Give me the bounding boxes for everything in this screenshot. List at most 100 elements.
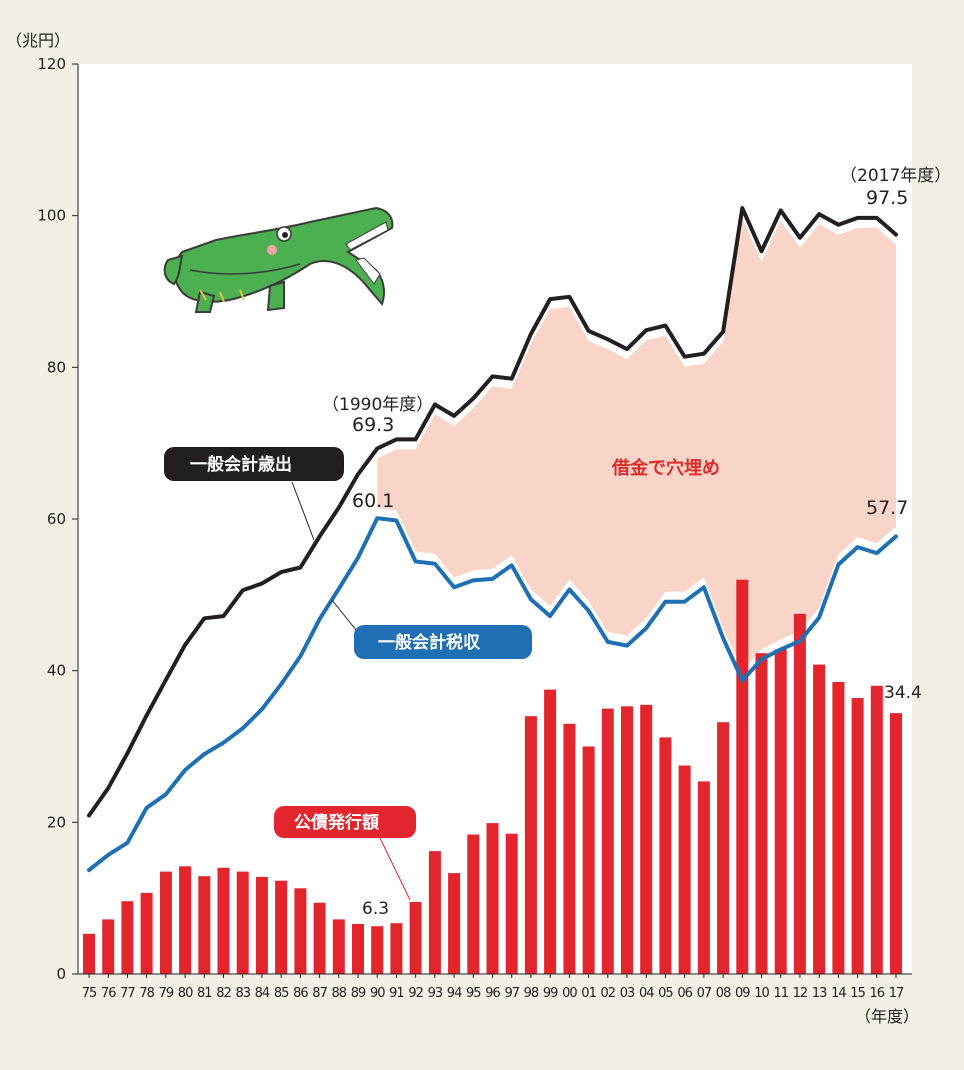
x-tick-label: 99 bbox=[543, 986, 558, 1001]
legend-bonds: 公債発行額 bbox=[274, 806, 416, 838]
x-tick-label: 92 bbox=[408, 986, 423, 1001]
bond-bar bbox=[467, 834, 480, 974]
bond-bar bbox=[621, 706, 633, 974]
x-tick-label: 11 bbox=[773, 986, 788, 1001]
annotation-2017-label: （2017年度） bbox=[840, 166, 951, 186]
x-tick-label: 75 bbox=[82, 986, 97, 1001]
bond-bar bbox=[544, 689, 557, 974]
annotation-bond-1990-value: 6.3 bbox=[362, 899, 389, 919]
y-tick-label: 100 bbox=[37, 207, 66, 225]
x-tick-label: 94 bbox=[447, 986, 462, 1001]
bond-bar bbox=[793, 613, 806, 974]
leader-tax bbox=[331, 599, 357, 631]
bond-bar bbox=[390, 923, 403, 974]
x-tick-label: 08 bbox=[716, 986, 731, 1001]
crocodile-icon bbox=[163, 206, 394, 313]
legend-expenditure: 一般会計歳出 bbox=[164, 447, 344, 481]
bond-bar bbox=[486, 823, 499, 974]
annotation-2017-value: 97.5 bbox=[866, 187, 908, 209]
x-tick-label: 98 bbox=[524, 986, 539, 1001]
bond-bar bbox=[102, 919, 115, 974]
bond-bar bbox=[140, 892, 153, 974]
bond-bar bbox=[121, 901, 134, 974]
bond-bar bbox=[774, 649, 787, 974]
x-tick-label: 00 bbox=[562, 986, 577, 1001]
bond-bar bbox=[832, 682, 845, 974]
legend-expenditure-label: 一般会計歳出 bbox=[190, 454, 292, 475]
leader-bonds bbox=[379, 837, 411, 901]
bond-bar bbox=[448, 873, 461, 974]
bond-bar bbox=[217, 867, 230, 974]
expenditure-line bbox=[87, 206, 898, 818]
leader-expenditure bbox=[291, 481, 315, 541]
x-tick-label: 93 bbox=[428, 986, 443, 1001]
x-tick-label: 15 bbox=[850, 986, 865, 1001]
y-tick-label: 0 bbox=[56, 965, 66, 983]
x-tick-label: 83 bbox=[235, 986, 250, 1001]
bond-bar bbox=[409, 902, 422, 974]
x-tick-label: 77 bbox=[120, 986, 135, 1001]
bond-bar bbox=[678, 765, 691, 974]
bond-bar bbox=[198, 876, 211, 974]
bond-bar bbox=[313, 902, 326, 974]
bond-bar bbox=[255, 876, 268, 974]
x-tick-label: 03 bbox=[620, 986, 635, 1001]
annotation-1990-value: 69.3 bbox=[352, 414, 394, 436]
legend-bonds-label: 公債発行額 bbox=[294, 812, 379, 833]
x-tick-label: 17 bbox=[889, 986, 904, 1001]
x-tick-label: 84 bbox=[255, 986, 270, 1001]
bond-bar bbox=[640, 704, 653, 974]
y-unit-label: （兆円） bbox=[6, 31, 70, 50]
x-tick-label: 01 bbox=[581, 986, 596, 1001]
x-tick-label: 14 bbox=[831, 986, 846, 1001]
lines-layer bbox=[87, 206, 898, 873]
y-tick-label: 20 bbox=[47, 813, 66, 831]
tax-line bbox=[87, 516, 898, 873]
x-tick-label: 05 bbox=[658, 986, 673, 1001]
bond-bar bbox=[332, 919, 345, 974]
x-tick-layer: 75 76 77 78 79 80 81 82 83 84 85 86 87 88 89 90 91 92 93 94… bbox=[82, 974, 905, 1001]
x-tick-label: 91 bbox=[389, 986, 404, 1001]
bond-bar bbox=[755, 653, 768, 974]
x-tick-label: 07 bbox=[697, 986, 712, 1001]
gap-fill-layer bbox=[377, 218, 896, 671]
y-tick-label: 80 bbox=[47, 358, 66, 376]
x-tick-label: 13 bbox=[812, 986, 827, 1001]
gap-label: 借金で穴埋め bbox=[611, 457, 720, 479]
gap-area bbox=[377, 218, 896, 671]
bond-bar bbox=[179, 866, 192, 974]
bars-layer bbox=[83, 579, 902, 975]
x-tick-label: 09 bbox=[735, 986, 750, 1001]
bond-bar bbox=[697, 781, 710, 974]
axis-layer: 0 20 40 60 80 100 120 bbox=[37, 55, 912, 983]
bond-bar bbox=[736, 579, 749, 974]
annotation-bond-2017-value: 34.4 bbox=[884, 683, 922, 703]
x-tick-label: 89 bbox=[351, 986, 366, 1001]
x-tick-label: 79 bbox=[159, 986, 174, 1001]
bond-bar bbox=[582, 746, 595, 974]
x-tick-label: 16 bbox=[870, 986, 885, 1001]
legend-tax-label: 一般会計税収 bbox=[378, 632, 481, 653]
bond-bar bbox=[717, 722, 730, 974]
x-tick-label: 12 bbox=[793, 986, 808, 1001]
x-tick-label: 88 bbox=[332, 986, 347, 1001]
x-tick-label: 86 bbox=[293, 986, 308, 1001]
x-tick-label: 02 bbox=[601, 986, 616, 1001]
bond-bar bbox=[601, 708, 614, 974]
annotation-1990-label: （1990年度） bbox=[322, 395, 433, 415]
x-tick-label: 06 bbox=[677, 986, 692, 1001]
bond-bar bbox=[159, 871, 172, 974]
x-tick-label: 04 bbox=[639, 986, 654, 1001]
x-tick-label: 80 bbox=[178, 986, 193, 1001]
x-tick-label: 81 bbox=[197, 986, 212, 1001]
x-tick-label: 85 bbox=[274, 986, 289, 1001]
x-tick-label: 96 bbox=[485, 986, 500, 1001]
bond-bar bbox=[659, 737, 672, 974]
bond-bar bbox=[851, 698, 864, 974]
bond-bar bbox=[505, 833, 518, 974]
x-tick-label: 78 bbox=[139, 986, 154, 1001]
x-tick-label: 95 bbox=[466, 986, 481, 1001]
bond-bar bbox=[275, 880, 288, 974]
x-tick-label: 10 bbox=[754, 986, 769, 1001]
